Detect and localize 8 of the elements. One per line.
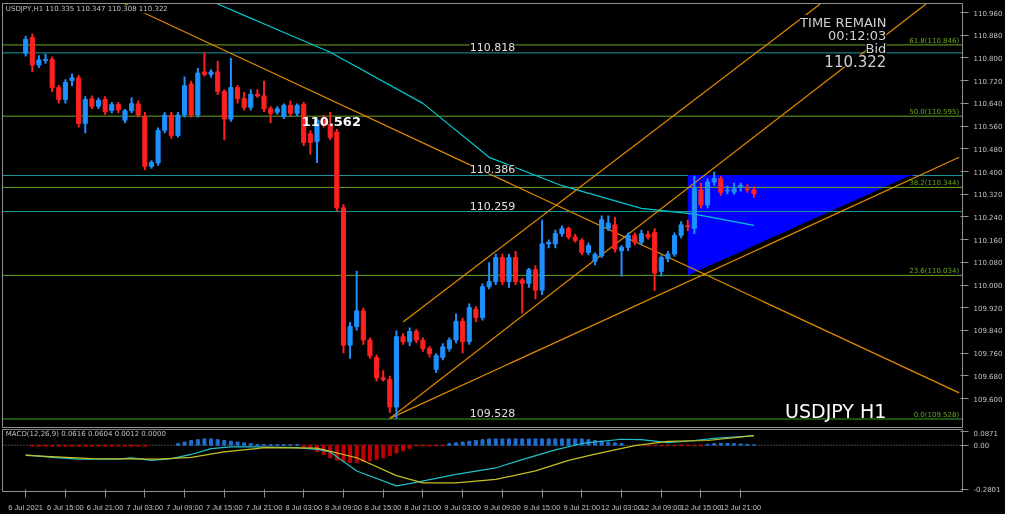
ref-line-label: 110.818 (469, 40, 516, 54)
ref-line-label: 110.259 (469, 199, 516, 213)
annotation: USDJPY H1 (785, 400, 887, 423)
ref-line-label: 109.528 (469, 406, 516, 420)
annotation: Bid (865, 40, 887, 56)
annotation: TIME REMAIN (799, 15, 887, 31)
ref-line-label: 110.386 (469, 163, 516, 177)
annotation: 00:12:03 (827, 27, 887, 43)
